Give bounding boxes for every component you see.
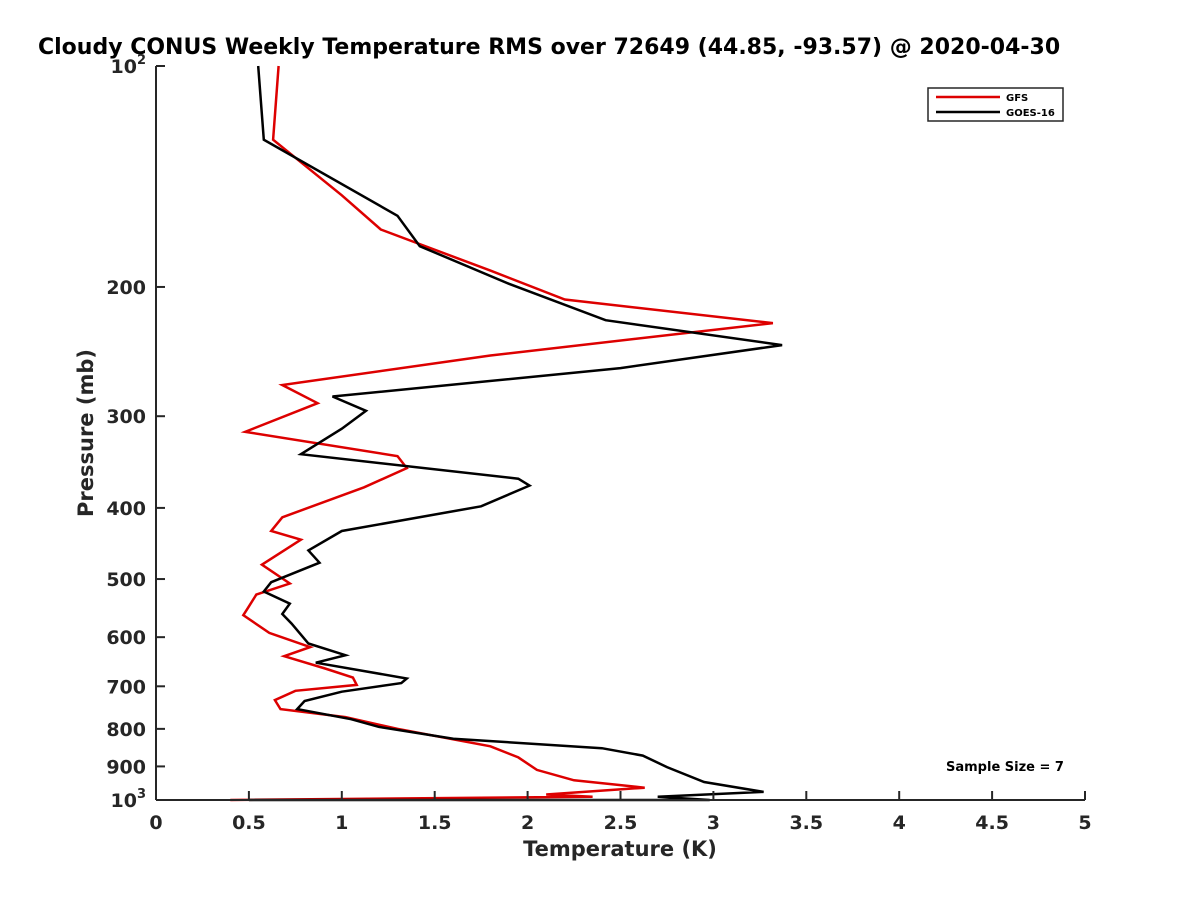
- x-tick-label: 2.5: [604, 812, 638, 834]
- tick-layer: 0 0.5 1 1.5 2 2.5 3 3.5 4 4.5 5 102 200 300 400 500 600 7…: [106, 53, 1091, 834]
- x-axis-label: Temperature (K): [523, 837, 717, 861]
- x-tick-label: 4.5: [975, 812, 1009, 834]
- series-line-gfs: [230, 65, 774, 802]
- legend-label-gfs: GFS: [1006, 93, 1028, 104]
- y-axis-label: Pressure (mb): [74, 349, 98, 517]
- x-tick-label: 0: [149, 812, 162, 834]
- y-tick-label: 103: [111, 787, 147, 812]
- y-tick-label: 300: [106, 406, 146, 428]
- y-tick-label: 500: [106, 569, 146, 591]
- y-tick-label: 200: [106, 277, 146, 299]
- y-tick-label: 102: [111, 53, 147, 78]
- y-tick-label: 900: [106, 756, 146, 778]
- series-line-goes16: [248, 65, 783, 802]
- sample-size-annotation: Sample Size = 7: [946, 760, 1064, 775]
- x-tick-label: 0.5: [232, 812, 266, 834]
- y-tick-label: 400: [106, 498, 146, 520]
- legend: GFS GOES-16: [927, 87, 1064, 122]
- x-tick-label: 5: [1078, 812, 1091, 834]
- x-tick-label: 4: [893, 812, 906, 834]
- legend-label-goes16: GOES-16: [1006, 108, 1055, 119]
- y-tick-label: 700: [106, 676, 146, 698]
- x-tick-label: 1.5: [418, 812, 452, 834]
- chart-title: Cloudy CONUS Weekly Temperature RMS over…: [38, 35, 1060, 60]
- y-tick-label: 800: [106, 719, 146, 741]
- x-tick-label: 3: [707, 812, 720, 834]
- y-tick-label: 600: [106, 627, 146, 649]
- x-tick-label: 1: [335, 812, 348, 834]
- x-tick-label: 2: [521, 812, 534, 834]
- x-tick-label: 3.5: [789, 812, 823, 834]
- legend-box: [927, 87, 1064, 122]
- series-layer: [230, 65, 783, 802]
